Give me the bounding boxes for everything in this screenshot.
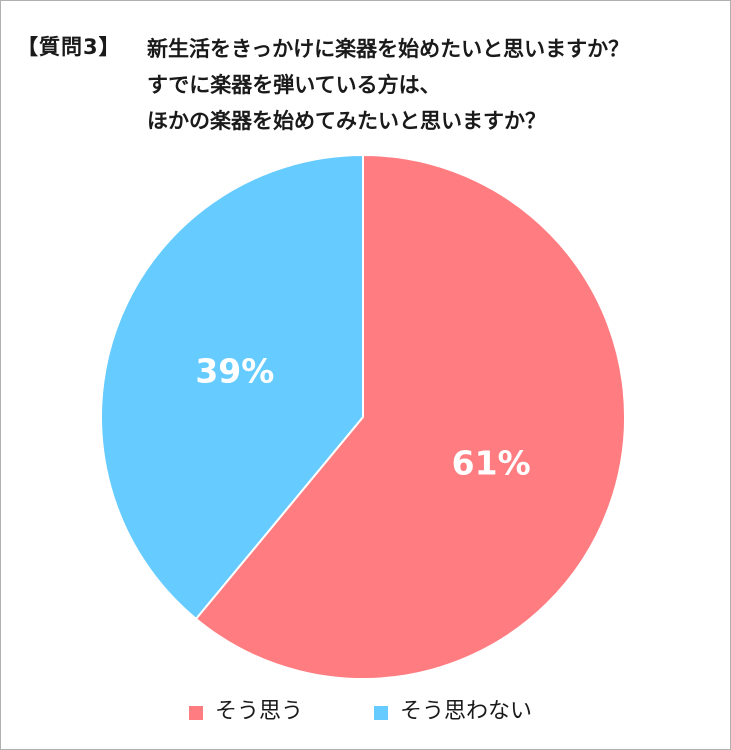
legend-label-agree: そう思う bbox=[215, 699, 304, 724]
question-line-2: すでに楽器を弾いている方は、 bbox=[147, 73, 441, 97]
pie-label-agree: 61% bbox=[452, 444, 531, 483]
chart-legend: そう思う そう思わない bbox=[1, 691, 731, 731]
question-line-1: 新生活をきっかけに楽器を始めたいと思いますか？ bbox=[147, 37, 630, 61]
question-label: 【質問3】 bbox=[17, 35, 121, 59]
pie-chart: 61% 39% bbox=[100, 153, 626, 680]
legend-item-disagree: そう思わない bbox=[374, 691, 532, 727]
legend-label-disagree: そう思わない bbox=[400, 699, 533, 724]
legend-swatch-agree bbox=[189, 706, 203, 720]
pie-label-disagree: 39% bbox=[195, 351, 274, 390]
question-line-3: ほかの楽器を始めてみたいと思いますか？ bbox=[147, 109, 546, 133]
legend-item-agree: そう思う bbox=[189, 691, 303, 727]
pie-slice-disagree bbox=[100, 153, 364, 621]
question-text: 新生活をきっかけに楽器を始めたいと思いますか？ すでに楽器を弾いている方は、 ほ… bbox=[147, 31, 727, 139]
pie-slice-agree bbox=[194, 153, 626, 680]
legend-swatch-disagree bbox=[374, 706, 388, 720]
